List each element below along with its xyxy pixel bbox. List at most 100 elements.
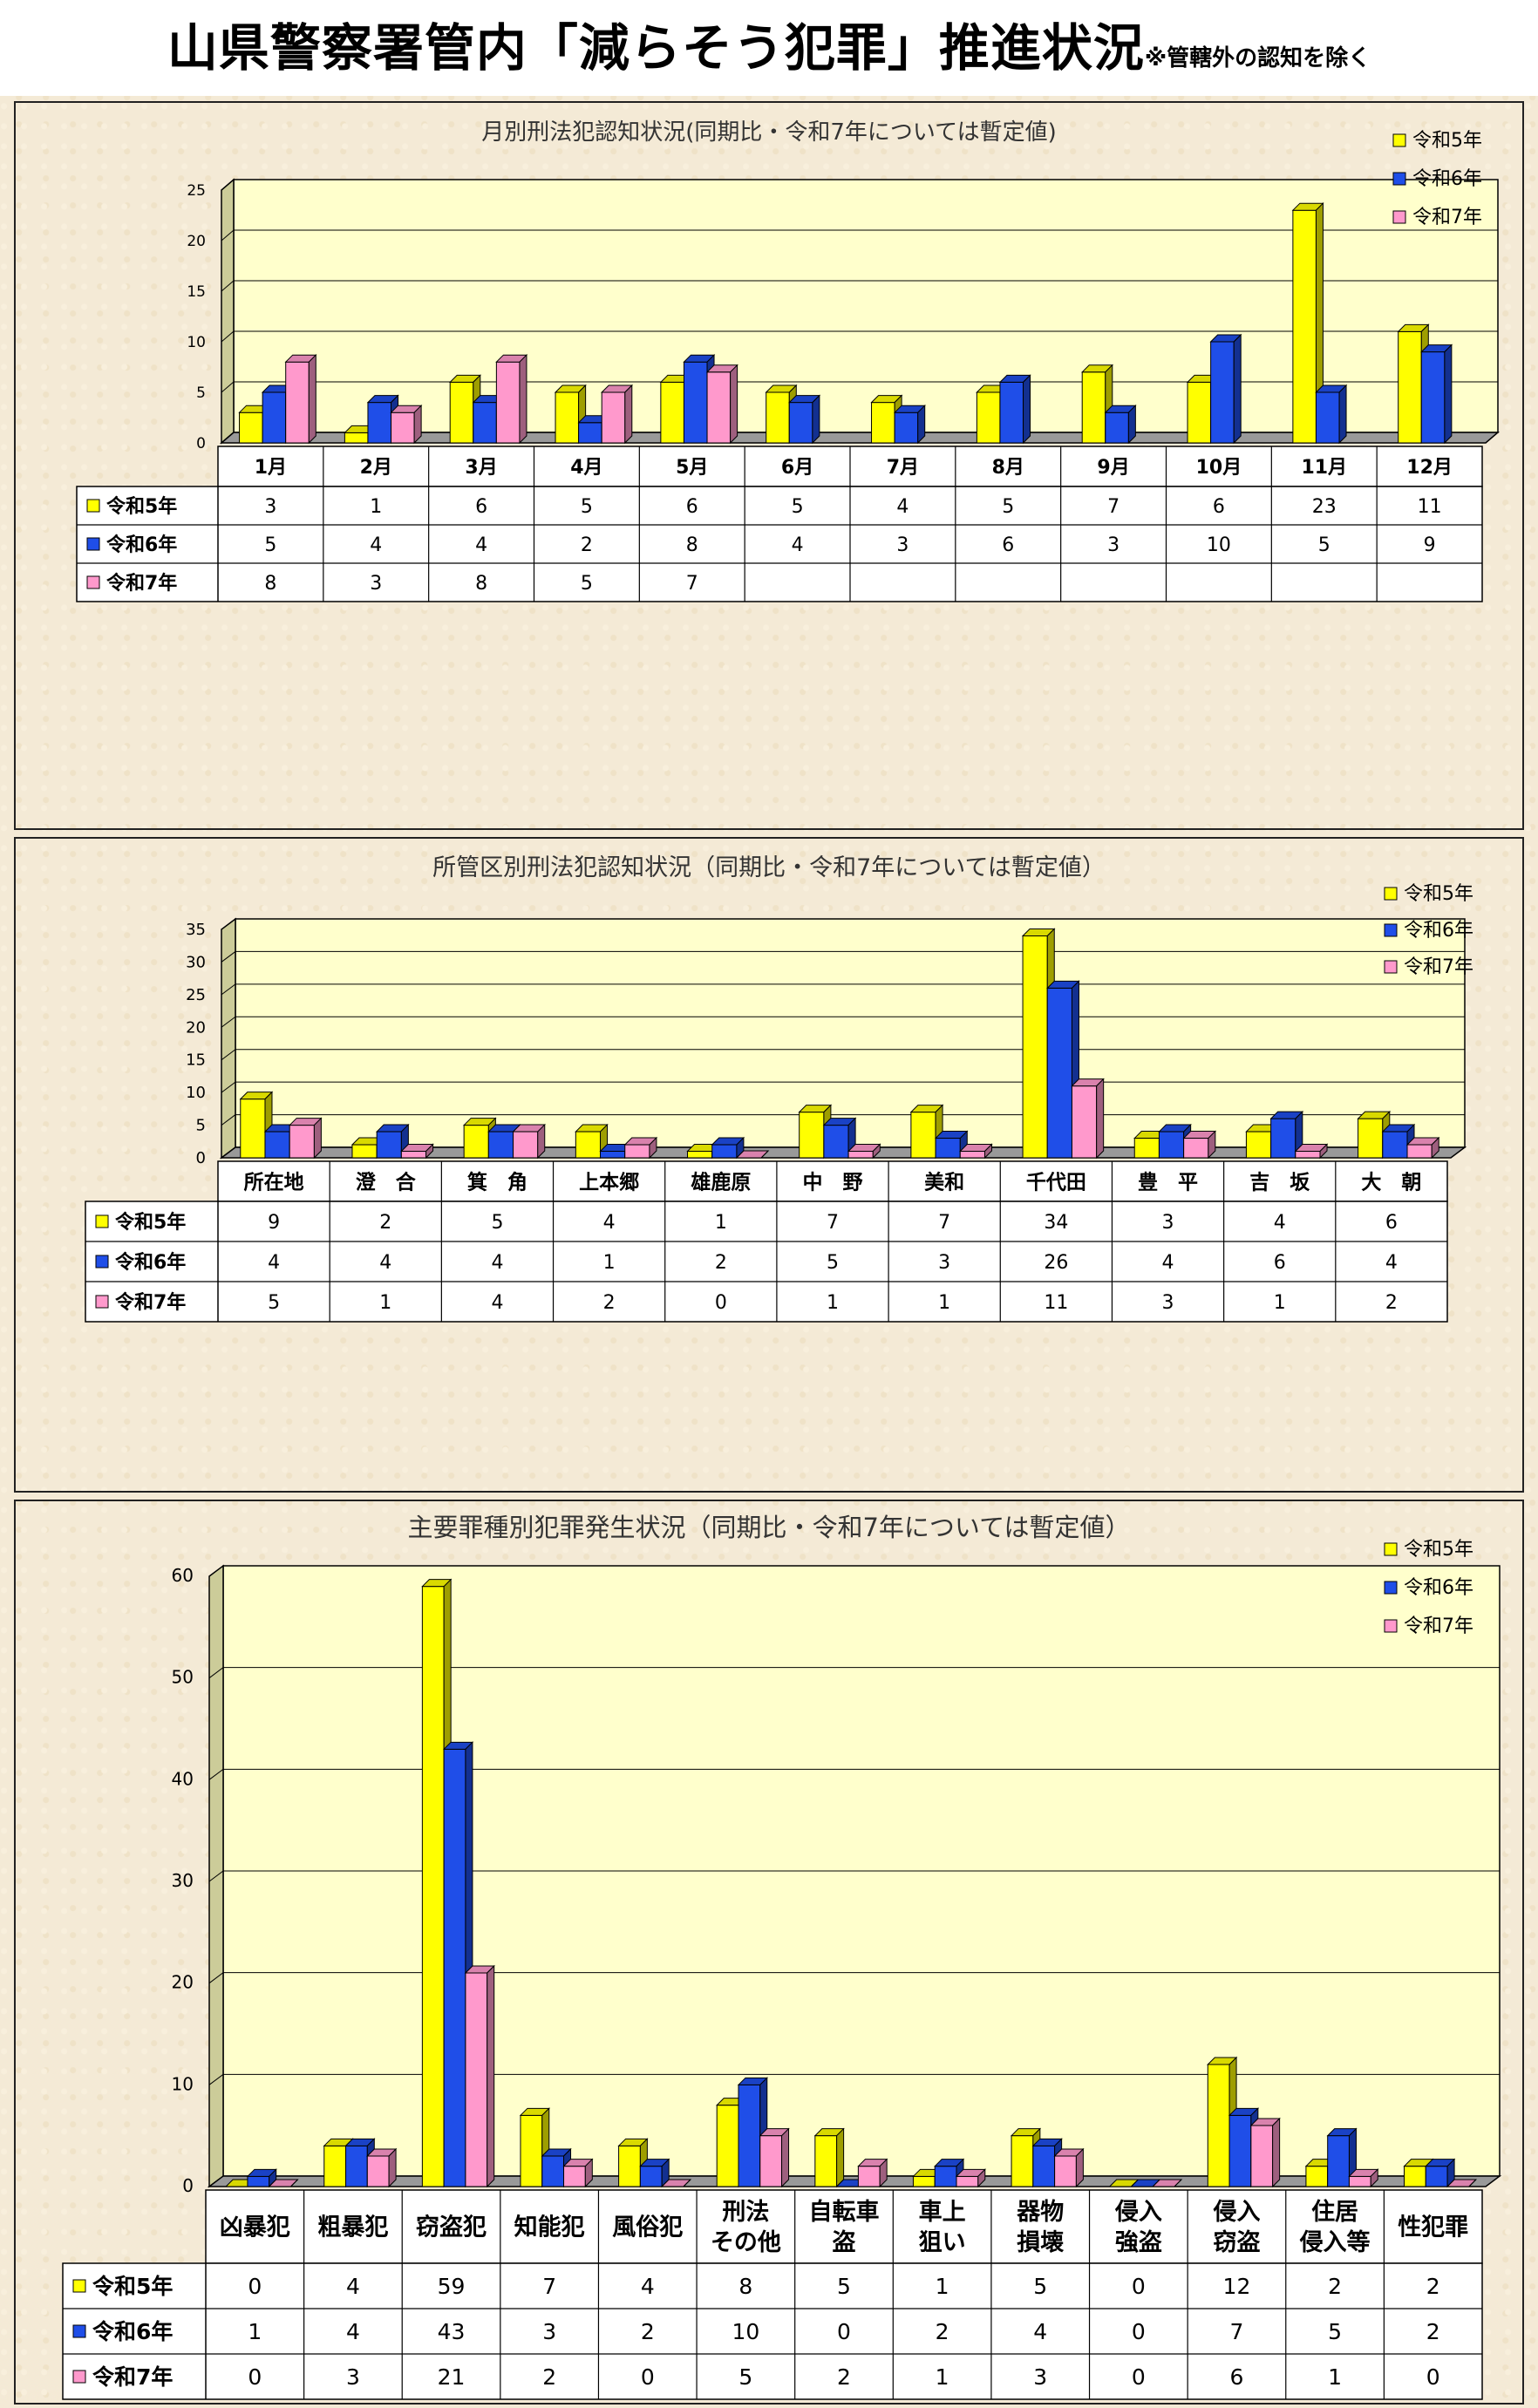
table-cell-value: 3	[1162, 1212, 1174, 1234]
table-cell-value: 4	[346, 2319, 360, 2344]
table-cell-value: 2	[641, 2319, 655, 2344]
bar	[1405, 1136, 1440, 1160]
bar-front	[563, 2166, 586, 2187]
bar-front	[935, 1138, 961, 1159]
category-label: 狙い	[919, 2229, 966, 2256]
y-tick-label: 15	[187, 283, 206, 301]
bar-side	[730, 364, 738, 445]
category-label: 知能犯	[514, 2214, 585, 2241]
bar-front	[421, 1586, 445, 2187]
table-cell-value: 3	[938, 1252, 950, 1274]
bar-front	[894, 412, 919, 444]
table-cell-value: 1	[379, 1292, 391, 1314]
table-cell-value: 7	[827, 1212, 839, 1234]
bar-front	[766, 391, 790, 444]
bar	[288, 1117, 323, 1160]
category-label: 10月	[1196, 457, 1242, 479]
bar	[1291, 201, 1324, 445]
bar-front	[463, 1125, 489, 1159]
table-cell-value: 1	[1328, 2364, 1342, 2390]
bar-side	[313, 1117, 322, 1160]
y-tick-label: 30	[172, 1870, 194, 1891]
bar-front	[513, 1131, 539, 1159]
bar-side	[1444, 344, 1453, 445]
chart-svg: 月別刑法犯認知状況(同期比・令和7年については暫定値)0510152025令和5…	[76, 119, 1501, 602]
category-label: 窃盗	[1213, 2228, 1260, 2256]
bar	[759, 2127, 790, 2188]
legend-label: 令和5年	[1412, 130, 1482, 152]
table-cell-value: 4	[475, 534, 487, 556]
bar	[639, 2158, 670, 2188]
y-tick-label: 5	[196, 384, 206, 402]
gridline	[221, 381, 235, 393]
bar-side	[1127, 404, 1136, 445]
table-cell-value: 1	[936, 2364, 949, 2390]
row-label: 令和5年	[115, 1211, 186, 1234]
gridline	[208, 1565, 224, 1577]
table-cell-value: 5	[738, 2364, 752, 2390]
y-tick-label: 0	[196, 435, 206, 452]
bar	[1425, 2158, 1456, 2188]
bar	[464, 1964, 495, 2188]
bar-front	[400, 1151, 427, 1159]
y-tick-label: 10	[172, 2073, 194, 2094]
table-cell-value: 4	[792, 534, 804, 556]
gridline	[208, 1870, 224, 1882]
gridline	[208, 1972, 224, 1984]
table-cell-value: 4	[1162, 1252, 1174, 1274]
category-label: 侵入	[1212, 2199, 1260, 2226]
table-cell-value: 4	[268, 1252, 280, 1274]
table-cell-value: 4	[896, 496, 909, 518]
bar	[1446, 2179, 1478, 2187]
bar-front	[1022, 935, 1048, 1159]
table-cell-value: 7	[686, 573, 698, 595]
table-cell-value: 1	[938, 1292, 950, 1314]
bar-side	[879, 2158, 888, 2188]
bar	[822, 1117, 857, 1160]
table-cell-value: 0	[248, 2274, 262, 2299]
bar-front	[391, 412, 415, 444]
bar-front	[1327, 2135, 1350, 2187]
category-label: 大 朝	[1361, 1171, 1421, 1194]
bar-front	[495, 361, 521, 444]
gridline	[221, 280, 235, 292]
y-tick-label: 0	[196, 1149, 206, 1167]
bar-front	[1187, 381, 1212, 444]
bar-front	[240, 1099, 266, 1159]
bar-front	[910, 1112, 936, 1159]
table-header-bg	[205, 2189, 1483, 2264]
bar-side	[1338, 384, 1347, 445]
table-cell-value: 2	[936, 2319, 949, 2344]
bar	[735, 1150, 770, 1159]
table-cell-value: 12	[1223, 2274, 1251, 2299]
category-label: 6月	[781, 457, 813, 479]
bar	[390, 404, 423, 445]
category-label: 強盗	[1115, 2229, 1162, 2256]
category-label: 粗暴犯	[317, 2214, 388, 2241]
table-cell-value: 1	[248, 2319, 262, 2344]
plot-side-wall	[221, 178, 235, 445]
bar	[1348, 2168, 1379, 2188]
district-chart-panel: 所管区別刑法犯認知状況（同期比・令和7年については暫定値） 0 5 10 15 20 25 3…	[14, 837, 1524, 1493]
bar-front	[578, 422, 602, 444]
bar-front	[1046, 987, 1072, 1159]
category-label: 所在地	[244, 1170, 304, 1194]
table-cell-value: 8	[264, 573, 276, 595]
category-label: その他	[711, 2229, 781, 2256]
gridline	[208, 1667, 224, 1679]
bar-front	[1228, 2114, 1252, 2187]
legend-swatch	[1384, 1619, 1398, 1633]
gridline	[221, 179, 235, 191]
bar-front	[601, 391, 626, 444]
bar-front	[759, 2135, 783, 2187]
bar-front	[376, 1131, 402, 1159]
table-cell-value: 6	[1230, 2364, 1244, 2390]
category-label: 中 野	[803, 1171, 863, 1194]
table-cell-value: 4	[491, 1292, 503, 1314]
y-tick-label: 50	[172, 1667, 194, 1688]
row-label: 令和5年	[92, 2274, 173, 2299]
legend-label: 令和5年	[1404, 1539, 1473, 1561]
gridline	[221, 951, 236, 963]
chart-title: 月別刑法犯認知状況(同期比・令和7年については暫定値)	[481, 119, 1057, 146]
row-swatch	[72, 2370, 86, 2384]
